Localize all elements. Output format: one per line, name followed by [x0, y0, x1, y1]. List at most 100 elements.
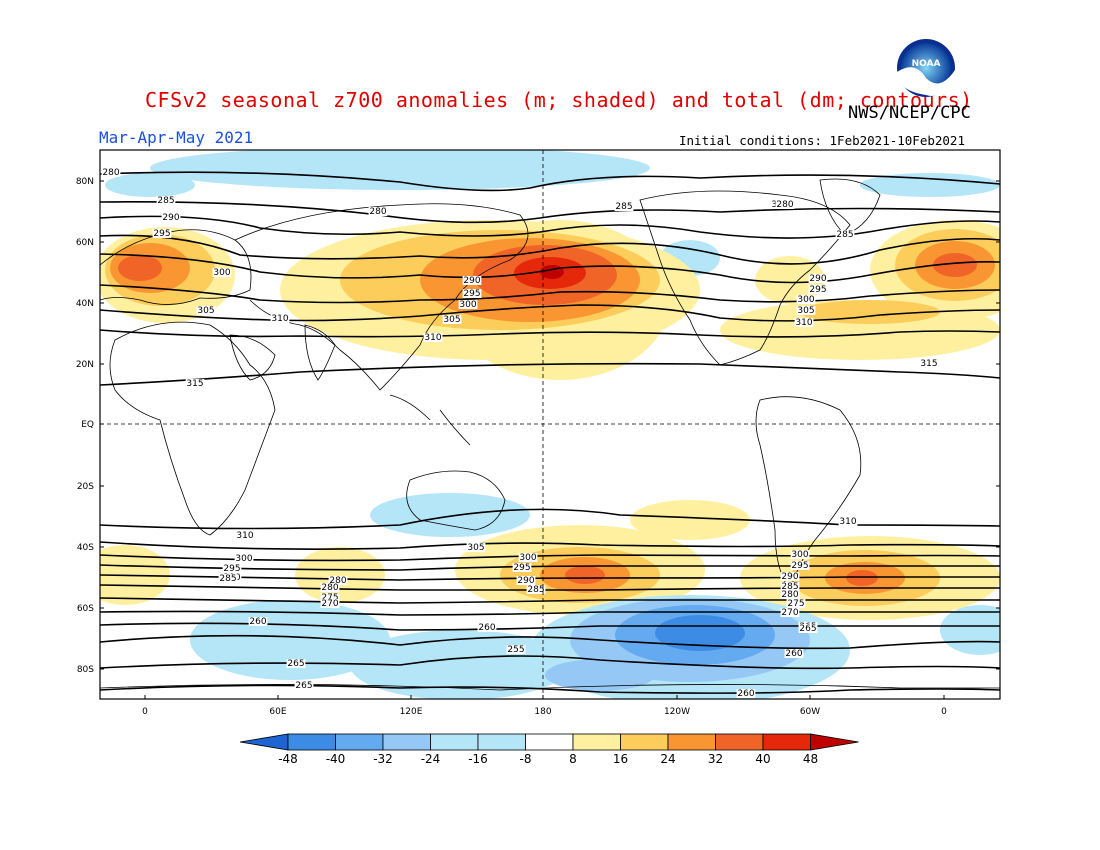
contour-label-bg [808, 285, 828, 294]
contour-label: 300 [459, 300, 476, 310]
contour-label: 290 [781, 572, 798, 582]
contour-label-bg [736, 689, 756, 698]
contour-label: 285 [157, 196, 174, 206]
contour-label-bg [780, 582, 800, 591]
lat-label: 60S [77, 604, 94, 614]
contour-label-bg [156, 196, 176, 205]
colorbar-label: -16 [468, 752, 488, 766]
colorbar-segment [572, 733, 621, 751]
contour-label-bg [286, 659, 306, 668]
colorbar-label: 40 [755, 752, 770, 766]
contour-label: 310 [795, 318, 812, 328]
contour-label: 280 [369, 207, 386, 217]
contour-label-bg [512, 563, 532, 572]
contour-label-bg [218, 574, 238, 583]
contour-label-bg [835, 230, 855, 239]
lon-label: 180 [534, 707, 551, 717]
contour-label: 305 [197, 306, 214, 316]
contour-label: 295 [223, 564, 240, 574]
colorbar-segment [620, 733, 669, 751]
contour-label-bg [320, 599, 340, 608]
contour-label-bg [780, 572, 800, 581]
lat-label: 20S [77, 482, 94, 492]
colorbar-label: 32 [708, 752, 723, 766]
contour-label-bg [798, 624, 818, 633]
contour-label-bg [294, 681, 314, 690]
colorbar-label: -48 [278, 752, 298, 766]
contour-label: 275 [321, 593, 338, 603]
contour-label-bg [516, 576, 536, 585]
colorbar-label: -24 [421, 752, 441, 766]
contour-label: 280 [102, 168, 119, 178]
contour-label: 270 [781, 608, 798, 618]
contour-label: 315 [186, 379, 203, 389]
colorbar-segment [382, 733, 431, 751]
contour-label: 255 [507, 645, 524, 655]
contour-label: 275 [787, 599, 804, 609]
contour-label-bg [222, 564, 242, 573]
agency-label: NWS/NCEP/CPC [848, 103, 971, 123]
contour-label: 305 [467, 543, 484, 553]
lat-label: 40S [77, 543, 94, 553]
contour-label-bg [161, 213, 181, 222]
contour-label-bg [477, 623, 497, 632]
contour-label-bg [786, 599, 806, 608]
contour-label-bg [328, 576, 348, 585]
contour-label: 315 [920, 359, 937, 369]
contour-label: 305 [797, 306, 814, 316]
contour-label: 290 [162, 213, 179, 223]
contour-label: 295 [463, 289, 480, 299]
colorbar-segment [667, 733, 716, 751]
contour-label-bg [320, 593, 340, 602]
contour-label-bg [270, 314, 290, 323]
colorbar-arrow-left [239, 733, 289, 751]
contour-label: 295 [153, 229, 170, 239]
contour-label-bg [185, 379, 205, 388]
contour-label: 265 [287, 659, 304, 669]
colorbar-segment [525, 733, 574, 751]
contour-label: 300 [519, 553, 536, 563]
lon-label: 60E [269, 707, 286, 717]
lon-label: 0 [941, 707, 947, 717]
colorbar-label: 8 [569, 752, 577, 766]
contour-label-bg [462, 276, 482, 285]
contour-label: 300 [235, 554, 252, 564]
contour-label-bg [790, 550, 810, 559]
colorbar: -48 -40 -32 -24 -16 -8 8 16 24 32 40 48 [239, 733, 859, 766]
initial-conditions-label: Initial conditions: 1Feb2021-10Feb2021 [679, 133, 965, 148]
contour-label-bg [506, 645, 526, 654]
contour-label: 280 [781, 590, 798, 600]
contour-label: 260 [478, 623, 495, 633]
lat-label: 80N [76, 177, 94, 187]
contour-label-bg [212, 268, 232, 277]
colorbar-segment [715, 733, 764, 751]
contour-label: 285 [781, 582, 798, 592]
colorbar-label: 48 [803, 752, 818, 766]
contour-label: 285 [219, 574, 236, 584]
contour-label-bg [152, 229, 172, 238]
colorbar-label: 24 [660, 752, 675, 766]
colorbar-segment [477, 733, 526, 751]
contour-label: 285 [615, 202, 632, 212]
chart-title: CFSv2 seasonal z700 anomalies (m; shaded… [145, 88, 973, 112]
latitude-axis: 80N 60N 40N 20N EQ 20S 40S 60S 80S [76, 177, 1000, 675]
colorbar-segment [762, 733, 811, 751]
contour-label-bg [458, 300, 478, 309]
colorbar-segment [430, 733, 479, 751]
contour-label: 290 [809, 274, 826, 284]
contour-label-bg [808, 274, 828, 283]
contour-label: 285 [527, 585, 544, 595]
contour-label: 290 [517, 576, 534, 586]
contour-label-bg [423, 333, 443, 342]
contour-label: 260 [785, 649, 802, 659]
contour-label: 300 [791, 550, 808, 560]
contour-label: 295 [791, 561, 808, 571]
lat-label: 80S [77, 665, 94, 675]
contour-label-bg [320, 583, 340, 592]
colorbar-segment [287, 733, 336, 751]
contour-label-bg [196, 306, 216, 315]
contour-label-bg [790, 561, 810, 570]
contour-label-bg [796, 306, 816, 315]
